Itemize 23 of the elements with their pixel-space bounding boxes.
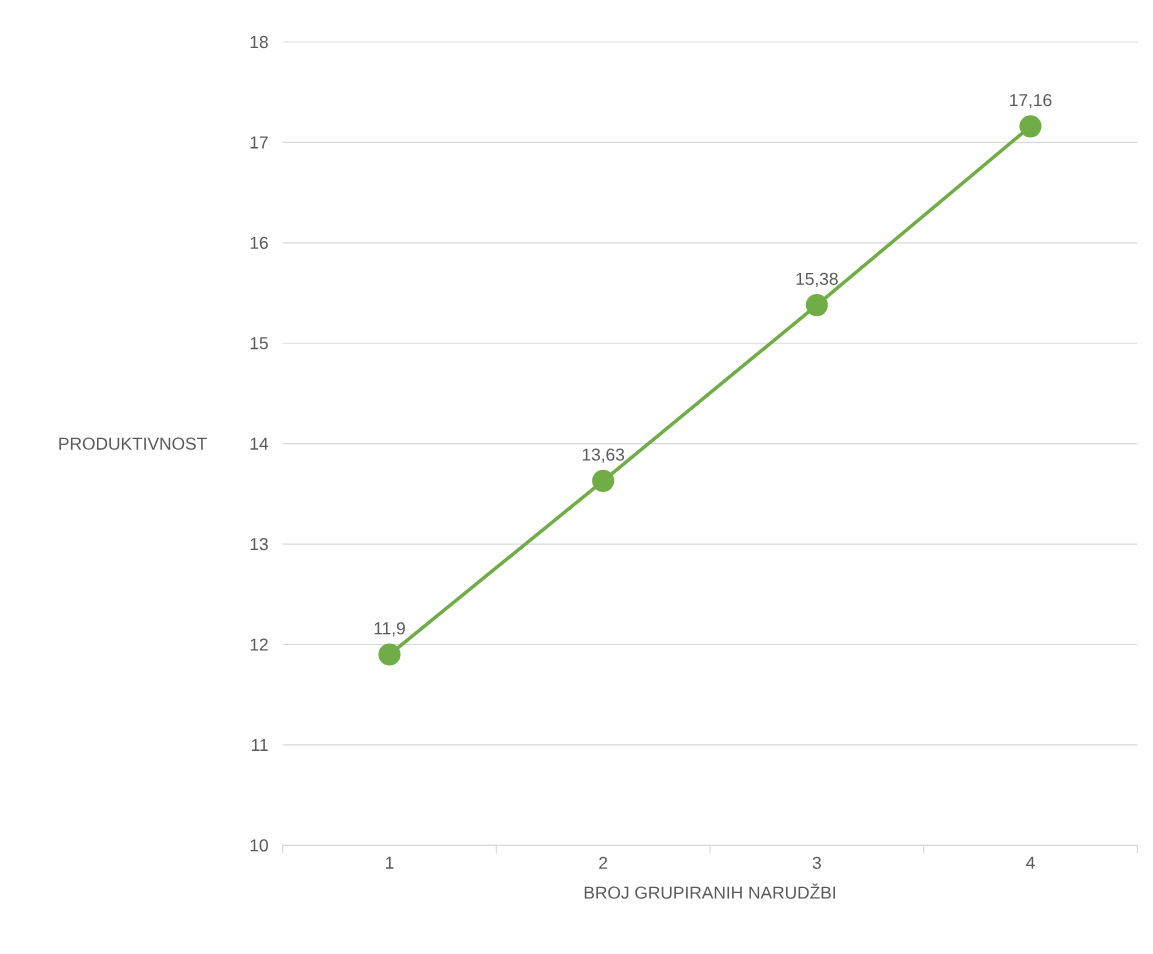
data-label: 11,9 bbox=[374, 622, 405, 637]
x-tick-label: 4 bbox=[1026, 856, 1035, 869]
data-label: 17,16 bbox=[1010, 93, 1052, 109]
y-tick-label: 12 bbox=[250, 638, 268, 651]
point bbox=[378, 643, 401, 666]
y-tick-label: 10 bbox=[250, 839, 268, 852]
y-tick-label: 18 bbox=[250, 35, 268, 49]
point bbox=[1019, 115, 1042, 138]
data-label: 15,38 bbox=[796, 272, 838, 288]
y-tick-label: 13 bbox=[250, 537, 268, 551]
data-label: 13,63 bbox=[582, 448, 625, 463]
y-tick-label: 11 bbox=[251, 738, 268, 751]
x-tick-label: 1 bbox=[386, 856, 394, 869]
y-tick-label: 17 bbox=[250, 136, 268, 149]
x-tick-label: 3 bbox=[812, 856, 821, 869]
point bbox=[592, 469, 615, 492]
x-axis-title: BROJ GRUPIRANIH NARUDŽBI bbox=[584, 883, 836, 899]
x-tick-label: 2 bbox=[599, 856, 608, 869]
y-tick-label: 15 bbox=[250, 337, 268, 350]
y-tick-label: 14 bbox=[250, 437, 269, 450]
y-tick-label: 16 bbox=[250, 236, 268, 249]
point bbox=[805, 294, 828, 317]
y-axis-title: PRODUKTIVNOST bbox=[59, 437, 207, 450]
